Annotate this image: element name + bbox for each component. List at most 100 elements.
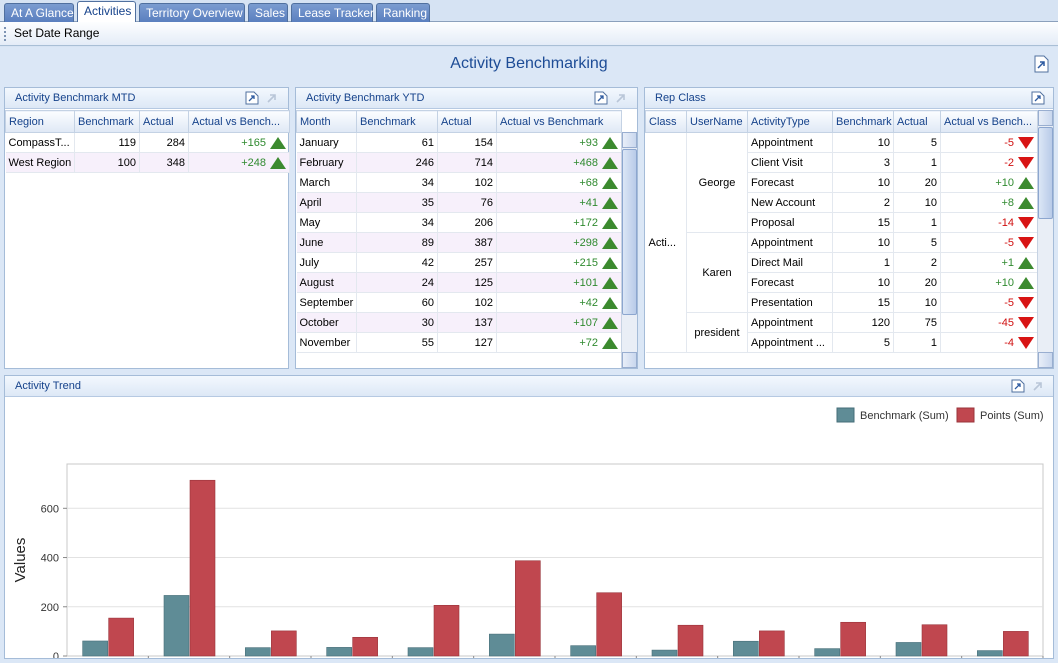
- actual-cell: 102: [437, 292, 497, 313]
- table-row[interactable]: June 89 387 +298: [296, 232, 622, 253]
- table-row[interactable]: Forecast 10 20 +10: [646, 172, 1038, 193]
- table-row[interactable]: Karen Appointment 10 5 -5: [646, 232, 1038, 313]
- scroll-thumb[interactable]: [622, 149, 637, 315]
- table-row[interactable]: January 61 154 +93: [296, 132, 622, 153]
- bar-benchmark-march[interactable]: [245, 647, 271, 657]
- benchmark-cell: 30: [356, 312, 438, 333]
- column-header-actual[interactable]: Actual: [139, 110, 189, 133]
- column-header-benchmark[interactable]: Benchmark: [832, 110, 894, 133]
- bar-points-september[interactable]: [759, 630, 785, 657]
- column-header-actual[interactable]: Actual: [893, 110, 941, 133]
- export-icon[interactable]: [594, 91, 608, 105]
- scroll-down-arrow-icon[interactable]: [622, 352, 637, 368]
- bar-benchmark-february[interactable]: [163, 595, 190, 657]
- bar-benchmark-december[interactable]: [977, 650, 1003, 657]
- ytd-scrollbar[interactable]: [621, 132, 637, 368]
- tab-ranking[interactable]: Ranking: [376, 3, 430, 22]
- table-row[interactable]: February 246 714 +468: [296, 152, 622, 173]
- table-row[interactable]: July 42 257 +215: [296, 252, 622, 273]
- set-date-range-button[interactable]: Set Date Range: [14, 26, 100, 40]
- diff-value: +93: [579, 136, 598, 149]
- legend-label-benchmark: Benchmark (Sum): [860, 410, 949, 422]
- scroll-thumb[interactable]: [1038, 127, 1053, 219]
- table-row[interactable]: Direct Mail 1 2 +1: [646, 252, 1038, 273]
- table-row[interactable]: Appointment ... 5 1 -4: [646, 332, 1038, 353]
- bar-points-august[interactable]: [677, 624, 704, 657]
- arrow-up-icon: [270, 156, 286, 169]
- diff-cell: +10: [940, 272, 1038, 293]
- column-header-username[interactable]: UserName: [686, 110, 748, 133]
- table-row[interactable]: West Region 100 348 +248: [5, 152, 290, 173]
- column-header-class[interactable]: Class: [645, 110, 687, 133]
- table-row[interactable]: March 34 102 +68: [296, 172, 622, 193]
- arrow-up-icon: [602, 176, 618, 189]
- diff-wrap: +215: [500, 256, 618, 269]
- bar-points-june[interactable]: [515, 560, 541, 657]
- scroll-up-arrow-icon[interactable]: [622, 132, 637, 148]
- export-icon[interactable]: [245, 91, 259, 105]
- table-row[interactable]: April 35 76 +41: [296, 192, 622, 213]
- export-icon[interactable]: [1011, 379, 1025, 393]
- column-header-benchmark[interactable]: Benchmark: [356, 110, 438, 133]
- table-row[interactable]: October 30 137 +107: [296, 312, 622, 333]
- bar-benchmark-april[interactable]: [326, 647, 352, 657]
- column-header-benchmark[interactable]: Benchmark: [74, 110, 140, 133]
- bar-benchmark-september[interactable]: [733, 640, 759, 657]
- table-row[interactable]: May 34 206 +172: [296, 212, 622, 233]
- scroll-up-arrow-icon[interactable]: [1038, 110, 1053, 126]
- activity-type-cell: Client Visit: [747, 152, 833, 173]
- table-row[interactable]: Client Visit 3 1 -2: [646, 152, 1038, 173]
- column-header-actual[interactable]: Actual: [437, 110, 497, 133]
- export-icon[interactable]: [1031, 91, 1045, 105]
- bar-benchmark-november[interactable]: [895, 642, 922, 657]
- bar-points-february[interactable]: [189, 479, 216, 657]
- bar-points-april[interactable]: [352, 636, 378, 657]
- bar-points-january[interactable]: [108, 617, 134, 657]
- rep-class-scrollbar[interactable]: [1037, 110, 1053, 368]
- bar-benchmark-june[interactable]: [489, 633, 515, 657]
- bar-points-october[interactable]: [840, 621, 866, 657]
- tab-activities[interactable]: Activities: [77, 1, 136, 23]
- diff-value: +42: [579, 296, 598, 309]
- tab-sales[interactable]: Sales: [248, 3, 288, 22]
- table-row[interactable]: Forecast 10 20 +10: [646, 272, 1038, 293]
- column-header-region[interactable]: Region: [5, 110, 75, 133]
- tab-lease-tracker[interactable]: Lease Tracker: [291, 3, 374, 22]
- export-icon[interactable]: [1033, 55, 1049, 73]
- column-header-activity-type[interactable]: ActivityType: [747, 110, 833, 133]
- table-row[interactable]: August 24 125 +101: [296, 272, 622, 293]
- benchmark-cell: 10: [832, 132, 894, 153]
- table-row[interactable]: Presentation 15 10 -5: [646, 292, 1038, 313]
- tab-at-a-glance[interactable]: At A Glance: [4, 3, 74, 22]
- bar-benchmark-january[interactable]: [82, 640, 108, 657]
- bar-benchmark-august[interactable]: [651, 649, 678, 657]
- table-row[interactable]: Acti... George Appointment 10 5 -5: [645, 132, 1038, 353]
- column-header-actual-vs-benchmark[interactable]: Actual vs Bench...: [188, 110, 290, 133]
- bar-benchmark-may[interactable]: [407, 647, 434, 657]
- table-row[interactable]: CompassT... 119 284 +165: [5, 132, 290, 153]
- table-row[interactable]: Proposal 15 1 -14: [646, 212, 1038, 233]
- bar-benchmark-october[interactable]: [814, 648, 840, 657]
- column-header-actual-vs-benchmark[interactable]: Actual vs Bench...: [940, 110, 1038, 133]
- diff-value: -14: [998, 216, 1014, 229]
- bar-points-november[interactable]: [921, 624, 948, 657]
- bar-benchmark-july[interactable]: [570, 645, 596, 657]
- actual-cell: 10: [893, 192, 941, 213]
- diff-cell: +10: [940, 172, 1038, 193]
- table-row[interactable]: September 60 102 +42: [296, 292, 622, 313]
- actual-cell: 257: [437, 252, 497, 273]
- diff-value: +215: [573, 256, 598, 269]
- tab-territory-overview[interactable]: Territory Overview: [139, 3, 245, 22]
- scroll-down-arrow-icon[interactable]: [1038, 352, 1053, 368]
- table-row[interactable]: president Appointment 120 75 -45: [646, 312, 1038, 353]
- column-header-actual-vs-benchmark[interactable]: Actual vs Benchmark: [496, 110, 622, 133]
- bar-points-march[interactable]: [271, 630, 297, 657]
- table-row[interactable]: November 55 127 +72: [296, 332, 622, 353]
- table-row[interactable]: New Account 2 10 +8: [646, 192, 1038, 213]
- region-cell: CompassT...: [5, 132, 75, 153]
- bar-points-july[interactable]: [596, 592, 622, 657]
- actual-cell: 102: [437, 172, 497, 193]
- column-header-month[interactable]: Month: [296, 110, 357, 133]
- bar-points-may[interactable]: [433, 604, 460, 657]
- bar-points-december[interactable]: [1003, 631, 1029, 657]
